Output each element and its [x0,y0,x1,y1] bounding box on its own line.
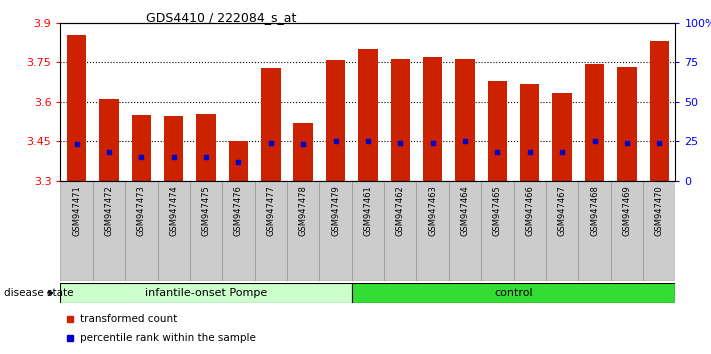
Bar [585,64,604,181]
Text: GSM947470: GSM947470 [655,185,664,236]
Bar [164,116,183,181]
Text: GSM947461: GSM947461 [363,185,373,236]
Bar [650,41,669,181]
Bar [384,181,417,281]
Bar [352,283,675,303]
Text: GSM947473: GSM947473 [137,185,146,236]
Text: control: control [494,288,533,298]
Bar [513,181,546,281]
Text: GSM947465: GSM947465 [493,185,502,236]
Bar [488,81,507,181]
Text: GSM947464: GSM947464 [461,185,469,236]
Text: GSM947472: GSM947472 [105,185,114,236]
Bar [319,181,352,281]
Text: GSM947467: GSM947467 [557,185,567,236]
Bar [196,114,216,181]
Text: GSM947469: GSM947469 [622,185,631,236]
Bar [358,49,378,181]
Text: GSM947462: GSM947462 [396,185,405,236]
Bar [449,181,481,281]
Bar [390,59,410,181]
Text: GSM947463: GSM947463 [428,185,437,236]
Bar [326,60,346,181]
Text: GSM947475: GSM947475 [202,185,210,236]
Bar [93,181,125,281]
Bar [423,57,442,181]
Bar [552,93,572,181]
Bar [190,181,223,281]
Bar [294,123,313,181]
Bar [229,141,248,181]
Text: disease state: disease state [4,288,73,298]
Bar [100,99,119,181]
Bar [132,115,151,181]
Text: GSM947471: GSM947471 [72,185,81,236]
Text: GSM947466: GSM947466 [525,185,534,236]
Bar [223,181,255,281]
Bar [158,181,190,281]
Bar [125,181,158,281]
Bar [60,181,93,281]
Bar [617,67,636,181]
Bar [578,181,611,281]
Bar [643,181,675,281]
Bar [481,181,513,281]
Bar [417,181,449,281]
Bar [261,68,281,181]
Bar [60,283,352,303]
Text: GSM947468: GSM947468 [590,185,599,236]
Bar [352,181,384,281]
Text: GSM947476: GSM947476 [234,185,243,236]
Text: transformed count: transformed count [80,314,177,324]
Text: GSM947474: GSM947474 [169,185,178,236]
Bar [255,181,287,281]
Text: percentile rank within the sample: percentile rank within the sample [80,333,256,343]
Bar [455,59,475,181]
Bar [520,84,540,181]
Bar [287,181,319,281]
Bar [546,181,578,281]
Text: GSM947477: GSM947477 [267,185,275,236]
Text: infantile-onset Pompe: infantile-onset Pompe [145,288,267,298]
Bar [611,181,643,281]
Text: GSM947478: GSM947478 [299,185,308,236]
Bar [67,35,86,181]
Text: GSM947479: GSM947479 [331,185,340,236]
Text: GDS4410 / 222084_s_at: GDS4410 / 222084_s_at [146,11,296,24]
